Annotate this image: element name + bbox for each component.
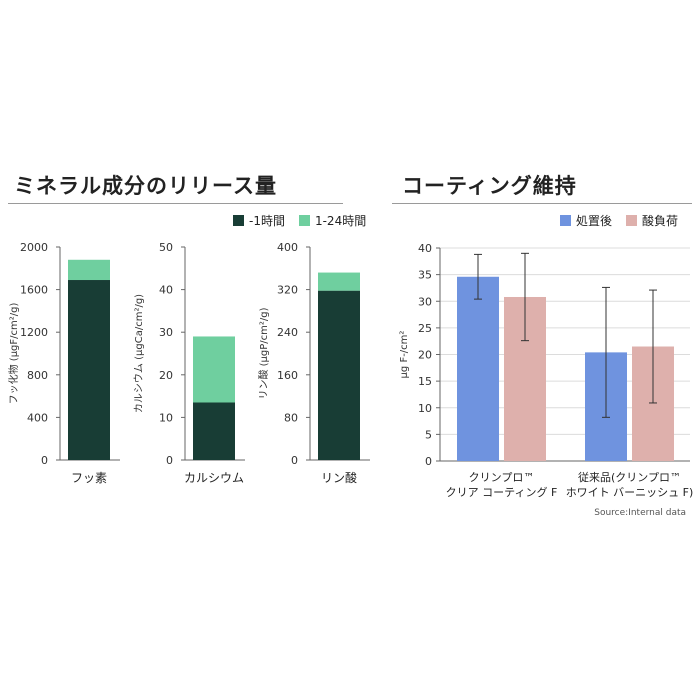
calcium-ytick-label: 10 (159, 411, 173, 424)
calcium-ylabel: カルシウム (μgCa/cm²/g) (133, 294, 145, 413)
coating-ytick-label: 30 (418, 295, 432, 308)
phosphate-ytick-label: 400 (277, 241, 298, 254)
legend-swatch-dark (233, 215, 244, 226)
fluoride-ytick-label: 1200 (20, 326, 48, 339)
coating-ytick-label: 25 (418, 322, 432, 335)
phosphate-ytick-label: 0 (291, 454, 298, 467)
coating-ytick-label: 10 (418, 402, 432, 415)
left-title-rule (8, 203, 343, 204)
legend-label-1: 1-24時間 (314, 214, 367, 228)
coating-ytick-label: 35 (418, 269, 432, 282)
fluoride-ytick-label: 800 (27, 369, 48, 382)
phosphate-ytick-label: 320 (277, 284, 298, 297)
legend-label-treated: 処置後 (576, 214, 613, 228)
fluoride-bar-1 (68, 259, 110, 281)
fluoride-ytick-label: 0 (41, 454, 48, 467)
fluoride-ylabel: フッ化物 (μgF/cm²/g) (7, 303, 20, 405)
legend-label-0: -1時間 (249, 214, 285, 228)
calcium-chart: 0 10 20 30 40 50 カルシウム (μgCa/cm²/g) カルシウム (133, 241, 245, 485)
source-note: Source:Internal data (594, 508, 686, 518)
coating-ytick-label: 20 (418, 349, 432, 362)
calcium-ytick-label: 50 (159, 241, 173, 254)
phosphate-ytick-label: 80 (284, 411, 298, 424)
coating-ytick-label: 15 (418, 375, 432, 388)
calcium-bar-0 (193, 402, 235, 460)
legend-swatch-light (298, 215, 310, 226)
coating-category-label: クリア コーティング F (446, 485, 558, 499)
calcium-ytick-label: 0 (166, 454, 173, 467)
phosphate-bar-0 (318, 290, 360, 460)
phosphate-ytick-label: 160 (277, 369, 298, 382)
phosphate-chart: 0 80 160 240 320 400 リン酸 (μgP/cm²/g) リン酸 (257, 241, 370, 485)
right-title-rule (392, 203, 692, 204)
coating-ytick-label: 0 (425, 455, 432, 468)
coating-category-label: クリンプロ™ (469, 471, 535, 484)
fluoride-ytick-label: 2000 (20, 241, 48, 254)
left-legend: -1時間 1-24時間 (233, 212, 380, 229)
fluoride-category-label: フッ素 (71, 471, 107, 485)
fluoride-chart: 0 400 800 1200 1600 2000 フッ化物 (μgF/cm²/g) フッ素 (7, 241, 120, 485)
fluoride-ytick-label: 400 (27, 411, 48, 424)
coating-bar-0-0 (457, 276, 499, 461)
left-section-title: ミネラル成分のリリース量 (14, 174, 277, 198)
coating-ytick-label: 5 (425, 428, 432, 441)
coating-ytick-label: 40 (418, 242, 432, 255)
calcium-bar-1 (193, 336, 235, 403)
calcium-ytick-label: 30 (159, 326, 173, 339)
legend-label-acid: 酸負荷 (642, 214, 679, 228)
phosphate-bar-1 (318, 272, 360, 291)
coating-category-label: ホワイト バーニッシュ F) (566, 486, 694, 499)
fluoride-bar-0 (68, 280, 110, 460)
right-legend: 処置後 酸負荷 (560, 212, 678, 229)
legend-swatch-blue (560, 215, 571, 226)
coating-ylabel: μg F-/cm² (399, 331, 410, 379)
fluoride-ytick-label: 1600 (20, 284, 48, 297)
coating-category-label: 従来品(クリンプロ™ (578, 471, 681, 484)
phosphate-category-label: リン酸 (321, 470, 357, 485)
calcium-ytick-label: 40 (159, 284, 173, 297)
calcium-category-label: カルシウム (184, 471, 244, 485)
right-section-title: コーティング維持 (402, 174, 577, 198)
phosphate-ylabel: リン酸 (μgP/cm²/g) (257, 307, 270, 399)
legend-swatch-pink (626, 215, 638, 226)
calcium-ytick-label: 20 (159, 369, 173, 382)
phosphate-ytick-label: 240 (277, 326, 298, 339)
